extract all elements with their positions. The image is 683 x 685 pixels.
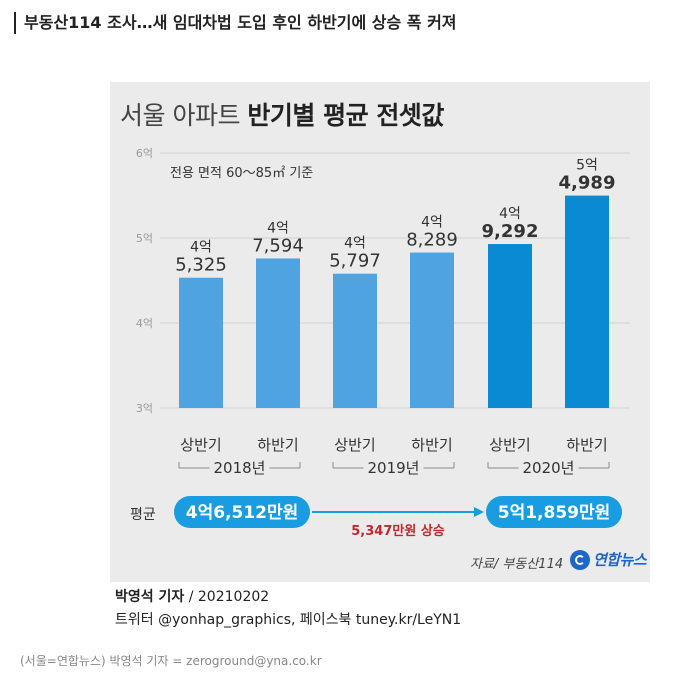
average-2020-value: 5억1,859만원 bbox=[498, 503, 611, 523]
y-tick-label: 3억 bbox=[136, 402, 153, 415]
credit-reporter-line: 박영석 기자 / 20210202 bbox=[115, 586, 269, 606]
x-tick-label: 상반기 bbox=[180, 436, 221, 454]
value-label-bottom: 8,289 bbox=[406, 230, 458, 251]
source-note: 자료/ 부동산114 bbox=[470, 557, 564, 572]
x-tick-label: 상반기 bbox=[489, 436, 530, 454]
chart-title-bold: 반기별 평균 전셋값 bbox=[247, 101, 444, 130]
credit-date: / 20210202 bbox=[188, 589, 270, 605]
increase-arrow-head bbox=[474, 507, 484, 517]
year-label: 2018년 bbox=[214, 459, 266, 477]
bar bbox=[488, 244, 532, 408]
chart-subtitle: 전용 면적 60～85㎡ 기준 bbox=[170, 166, 313, 181]
average-2018-value: 4억6,512만원 bbox=[186, 503, 299, 523]
x-tick-label: 하반기 bbox=[411, 436, 452, 454]
yonhap-logo-text: 연합뉴스 bbox=[593, 551, 647, 569]
yonhap-logo-icon bbox=[570, 549, 590, 570]
chart-title-light: 서울 아파트 bbox=[120, 101, 240, 130]
y-tick-label: 4억 bbox=[136, 317, 153, 330]
x-tick-label: 하반기 bbox=[566, 436, 607, 454]
year-label: 2020년 bbox=[523, 459, 575, 477]
bar bbox=[256, 258, 300, 408]
value-label-bottom: 5,325 bbox=[175, 255, 227, 276]
headline: 부동산114 조사…새 임대차법 도입 후인 하반기에 상승 폭 커져 bbox=[14, 12, 457, 34]
x-tick-label: 상반기 bbox=[334, 436, 375, 454]
bar bbox=[179, 277, 223, 408]
year-label: 2019년 bbox=[368, 459, 420, 477]
value-label-top: 4억 bbox=[344, 236, 366, 252]
x-tick-label: 하반기 bbox=[257, 436, 298, 454]
photo-caption: (서울=연합뉴스) 박영석 기자 = zeroground@yna.co.kr bbox=[20, 654, 322, 668]
chart-title: 서울 아파트 반기별 평균 전셋값 bbox=[120, 96, 444, 132]
value-label-bottom: 4,989 bbox=[559, 173, 616, 194]
credit-social: 트위터 @yonhap_graphics, 페이스북 tuney.kr/LeYN… bbox=[115, 612, 462, 628]
yonhap-logo: 연합뉴스 bbox=[570, 549, 647, 570]
value-label-top: 4억 bbox=[499, 206, 521, 222]
bar bbox=[565, 195, 609, 408]
y-tick-label: 6억 bbox=[136, 147, 153, 160]
value-label-bottom: 7,594 bbox=[252, 235, 304, 256]
y-tick-label: 5억 bbox=[136, 232, 153, 245]
bar bbox=[410, 252, 454, 408]
value-label-top: 5억 bbox=[576, 158, 598, 174]
value-label-top: 4억 bbox=[421, 215, 443, 231]
value-label-top: 4억 bbox=[190, 240, 212, 256]
bar bbox=[333, 273, 377, 408]
value-label-bottom: 9,292 bbox=[482, 221, 539, 242]
credit-reporter: 박영석 기자 bbox=[115, 589, 185, 605]
average-2018-pill bbox=[174, 496, 310, 528]
value-label-bottom: 5,797 bbox=[329, 251, 381, 272]
value-label-top: 4억 bbox=[267, 220, 289, 236]
average-label: 평균 bbox=[130, 507, 156, 523]
average-2020-pill bbox=[486, 496, 622, 528]
increase-label: 5,347만원 상승 bbox=[351, 523, 445, 539]
